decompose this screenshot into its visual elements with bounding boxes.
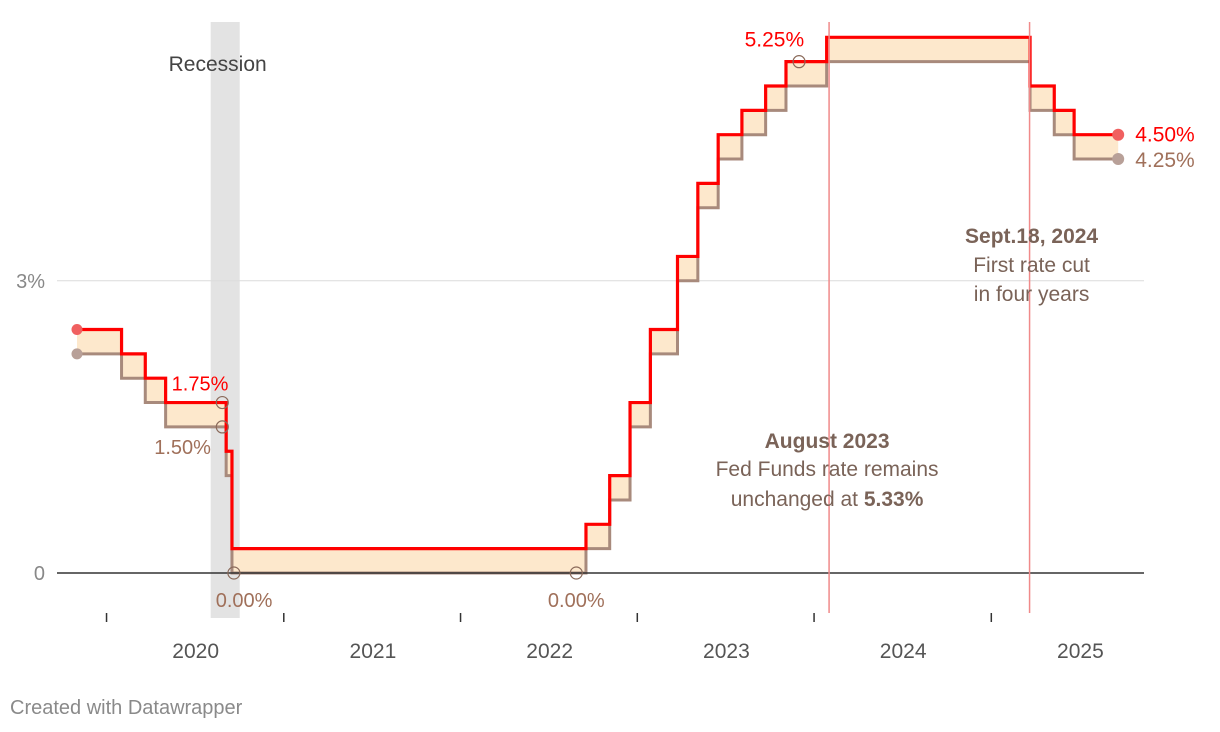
value-label-0-00-a: 0.00% [216, 590, 273, 612]
y-tick-label: 3% [16, 271, 45, 293]
x-tick-label: 2020 [172, 640, 219, 663]
marker-0-00-b [569, 566, 583, 580]
recession-label: Recession [169, 53, 267, 76]
marker-1-75 [215, 395, 229, 410]
annotation-aug-2023-line2: unchanged at 5.33% [731, 488, 924, 511]
value-label-4-25: 4.25% [1135, 149, 1195, 172]
marker-0-00-a [227, 566, 241, 580]
annotation-aug-2023-title: August 2023 [765, 430, 890, 453]
x-tick-label: 2024 [880, 640, 927, 663]
annotation-aug-2023-highlight: 5.33% [864, 488, 924, 511]
y-tick-label: 0 [34, 563, 45, 585]
start-dot-upper [71, 324, 83, 335]
footer-credit[interactable]: Created with Datawrapper [10, 697, 243, 719]
value-label-5-25: 5.25% [745, 28, 805, 51]
x-tick-label: 2022 [526, 640, 573, 663]
x-tick-label: 2025 [1057, 640, 1104, 663]
annotation-sept-2024-line2: in four years [974, 283, 1090, 306]
marker-1-50 [215, 420, 229, 434]
x-tick-label: 2023 [703, 640, 750, 663]
value-label-1-50: 1.50% [154, 437, 211, 459]
annotation-aug-2023-line1: Fed Funds rate remains [716, 458, 939, 481]
annotation-sept-2024-line1: First rate cut [973, 254, 1090, 277]
recession-band [210, 22, 240, 618]
start-dot-lower [71, 348, 83, 360]
upper-bound-line [77, 35, 1119, 551]
annotation-aug-2023-text: unchanged at [731, 488, 864, 511]
annotation-sept-2024-title: Sept.18, 2024 [965, 225, 1098, 248]
value-label-0-00-b: 0.00% [548, 590, 605, 612]
rate-chart: Recession 0 3% 2020 2021 2022 2023 2024 2025 1.75… [16, 22, 1195, 663]
end-dot-upper [1112, 128, 1125, 141]
value-label-4-50: 4.50% [1135, 124, 1195, 147]
end-dot-lower [1112, 153, 1125, 166]
x-tick-label: 2021 [350, 640, 397, 663]
marker-5-25 [792, 55, 806, 69]
value-label-1-75: 1.75% [172, 374, 229, 396]
